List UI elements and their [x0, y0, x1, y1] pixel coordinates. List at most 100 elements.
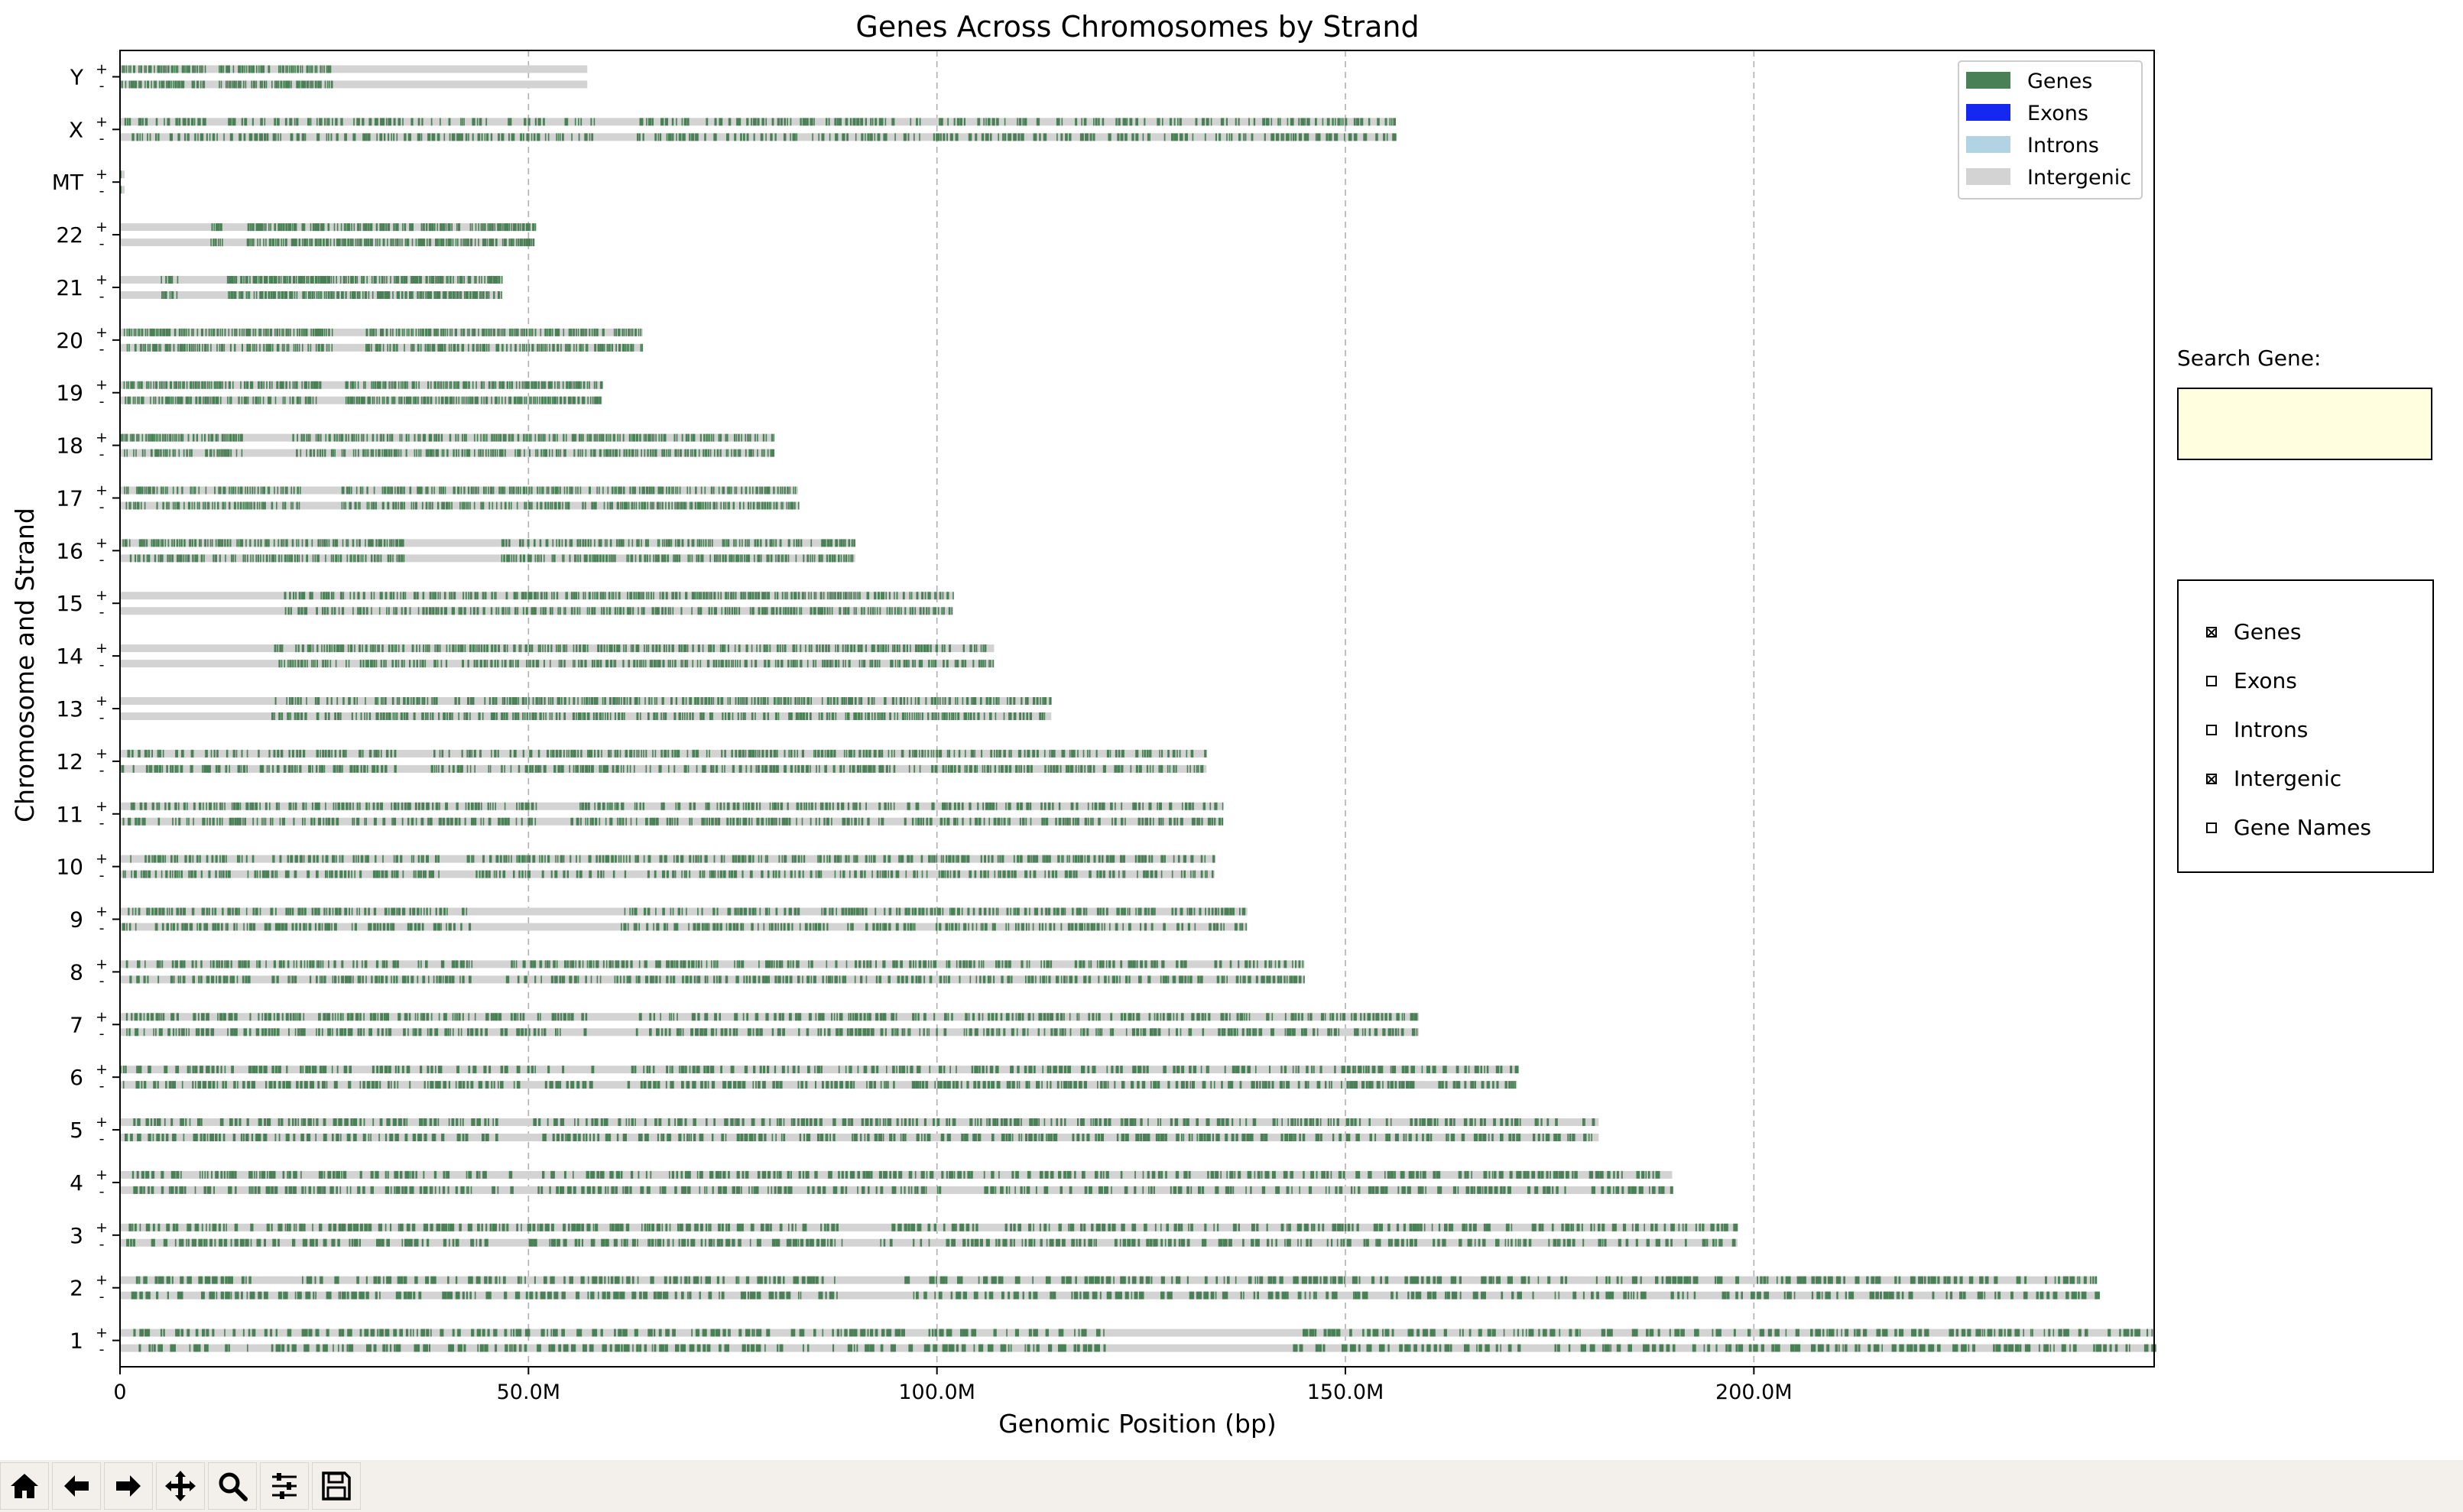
save-floppy-button[interactable] [312, 1462, 361, 1510]
chromosome-label: 8 [70, 959, 83, 985]
gene-marks [121, 80, 333, 89]
strand-track [120, 1066, 1519, 1074]
checkbox-indicator[interactable] [2206, 724, 2217, 735]
chromosome-label: 9 [70, 907, 83, 933]
configure-subplots-button[interactable] [260, 1462, 309, 1510]
strand-track [120, 644, 995, 653]
intergenic-band [120, 1081, 1517, 1089]
pan-move-icon [165, 1471, 196, 1501]
strand-track [120, 449, 775, 457]
forward-arrow-icon [116, 1475, 141, 1497]
strand-label: + [96, 640, 108, 657]
intergenic-band [120, 433, 774, 442]
axes: 0 50.0M 100.0M 150.0M 200.0M1 +-2 +-3 +-4 +-5 +-6… [52, 50, 2155, 1404]
strand-label: + [96, 60, 108, 77]
back-arrow-button[interactable] [52, 1462, 101, 1510]
strand-label: - [99, 1342, 105, 1358]
chromosome-label: 14 [56, 644, 83, 669]
strand-track [120, 275, 503, 284]
checkbox-intergenic[interactable]: Intergenic [2206, 766, 2341, 791]
intergenic-band [120, 65, 588, 73]
strand-label: - [99, 446, 105, 463]
strand-label: + [96, 1061, 108, 1078]
gene-marks [124, 449, 775, 457]
intergenic-band [120, 975, 1305, 984]
strand-track [120, 1344, 2156, 1352]
gene-marks [123, 381, 603, 389]
forward-arrow-button[interactable] [104, 1462, 153, 1510]
intergenic-band [120, 960, 1305, 969]
checkbox-indicator[interactable] [2206, 822, 2217, 833]
legend-swatch [1966, 168, 2010, 185]
chromosome-label: 6 [70, 1065, 83, 1090]
strand-label: + [96, 377, 108, 394]
legend-label: Genes [2027, 70, 2092, 93]
strand-label: - [99, 868, 105, 884]
strand-label: + [96, 219, 108, 235]
gene-marks [131, 1291, 2100, 1299]
chromosome-label: 7 [70, 1012, 83, 1037]
gene-marks [130, 855, 1215, 863]
intergenic-band [120, 1013, 1420, 1021]
gene-marks [131, 133, 1397, 141]
gene-marks [161, 275, 503, 284]
save-floppy-icon [322, 1471, 351, 1501]
checkbox-exons[interactable]: Exons [2206, 668, 2297, 693]
zoom-magnifier-icon [219, 1472, 248, 1501]
gene-marks [131, 1170, 1660, 1179]
gene-marks [121, 764, 1204, 773]
gene-marks [122, 870, 1214, 878]
home-button[interactable] [0, 1462, 49, 1510]
zoom-magnifier-button[interactable] [208, 1462, 257, 1510]
strand-label: - [99, 77, 105, 94]
strand-track [120, 396, 602, 404]
x-tick-label: 150.0M [1307, 1381, 1384, 1404]
gene-marks [124, 118, 1396, 126]
strand-track [120, 539, 855, 547]
intergenic-band [120, 539, 855, 547]
gene-marks [120, 433, 775, 442]
checkbox-genes[interactable]: Genes [2206, 619, 2301, 644]
chromosome-label: 10 [56, 855, 83, 880]
gene-marks [271, 712, 1046, 720]
pan-move-button[interactable] [156, 1462, 205, 1510]
intergenic-band [120, 607, 954, 615]
strand-label: - [99, 288, 105, 305]
strand-label: - [99, 551, 105, 568]
checkbox-indicator[interactable] [2206, 626, 2217, 638]
strand-label: + [96, 956, 108, 972]
intergenic-band [120, 1118, 1599, 1127]
strand-track [120, 1134, 1599, 1142]
strand-label: + [96, 1272, 108, 1289]
gene-marks [123, 328, 641, 336]
strand-label: - [99, 920, 105, 937]
gene-marks [133, 1186, 1673, 1194]
legend-label: Intergenic [2027, 166, 2131, 190]
strand-label: - [99, 183, 105, 200]
checkbox-gene-names[interactable]: Gene Names [2206, 815, 2371, 840]
intergenic-band [120, 1134, 1599, 1142]
strand-label: + [96, 271, 108, 288]
strand-track [120, 118, 1396, 126]
chromosome-label: 21 [56, 275, 83, 300]
checkbox-introns[interactable]: Introns [2206, 717, 2308, 742]
strand-track [120, 1028, 1420, 1037]
strand-track [120, 817, 1224, 826]
search-gene-input[interactable] [2177, 388, 2432, 460]
gene-marks [129, 975, 1305, 984]
y-axis-label: Chromosome and Strand [10, 508, 40, 823]
gene-marks [274, 644, 987, 653]
checkbox-label: Genes [2234, 619, 2302, 644]
checkbox-indicator[interactable] [2206, 675, 2217, 686]
strand-track [120, 554, 855, 563]
strand-label: + [96, 324, 108, 341]
chromosome-label: Y [70, 64, 84, 89]
strand-track [120, 1291, 2100, 1299]
gene-marks [129, 554, 854, 563]
intergenic-band [120, 749, 1207, 758]
strand-label: - [99, 604, 105, 621]
checkbox-indicator[interactable] [2206, 773, 2217, 784]
legend-swatch [1966, 104, 2010, 121]
chromosome-label: 17 [56, 485, 83, 511]
